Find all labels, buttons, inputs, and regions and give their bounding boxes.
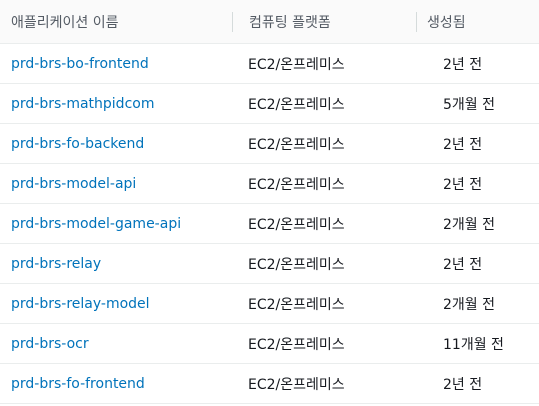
- created-cell: 2개월 전: [443, 296, 495, 313]
- created-cell: 2년 전: [443, 176, 483, 193]
- column-header-created-label: 생성됨: [427, 14, 466, 31]
- created-cell: 2개월 전: [443, 216, 495, 233]
- app-name-cell: prd-brs-model-api: [0, 176, 233, 192]
- app-name-cell: prd-brs-mathpidcom: [0, 96, 233, 112]
- created-cell: 2년 전: [443, 136, 483, 153]
- app-name-link[interactable]: prd-brs-ocr: [11, 335, 89, 352]
- column-header-app-name-label: 애플리케이션 이름: [11, 14, 119, 31]
- created-cell: 5개월 전: [443, 96, 495, 113]
- column-header-platform[interactable]: 컴퓨팅 플랫폼: [233, 0, 417, 44]
- app-name-link[interactable]: prd-brs-relay-model: [11, 295, 150, 312]
- table-row: prd-brs-ocr EC2/온프레미스 11개월 전: [0, 324, 539, 364]
- app-name-cell: prd-brs-relay: [0, 256, 233, 272]
- table-header-row: 애플리케이션 이름 컴퓨팅 플랫폼 생성됨: [0, 0, 539, 44]
- platform-cell: EC2/온프레미스: [248, 176, 345, 193]
- created-cell: 2년 전: [443, 256, 483, 273]
- app-name-cell: prd-brs-relay-model: [0, 296, 233, 312]
- table-row: prd-brs-relay EC2/온프레미스 2년 전: [0, 244, 539, 284]
- platform-cell: EC2/온프레미스: [248, 216, 345, 233]
- app-name-link[interactable]: prd-brs-mathpidcom: [11, 95, 155, 112]
- app-name-link[interactable]: prd-brs-bo-frontend: [11, 55, 149, 72]
- app-name-cell: prd-brs-model-game-api: [0, 216, 233, 232]
- platform-cell: EC2/온프레미스: [248, 136, 345, 153]
- app-name-link[interactable]: prd-brs-model-game-api: [11, 215, 182, 232]
- table-row: prd-brs-model-game-api EC2/온프레미스 2개월 전: [0, 204, 539, 244]
- table-row: prd-brs-mathpidcom EC2/온프레미스 5개월 전: [0, 84, 539, 124]
- platform-cell: EC2/온프레미스: [248, 96, 345, 113]
- app-name-cell: prd-brs-fo-frontend: [0, 376, 233, 392]
- table-row: prd-brs-fo-backend EC2/온프레미스 2년 전: [0, 124, 539, 164]
- platform-cell: EC2/온프레미스: [248, 296, 345, 313]
- platform-cell: EC2/온프레미스: [248, 56, 345, 73]
- table-row: prd-brs-model-api EC2/온프레미스 2년 전: [0, 164, 539, 204]
- created-cell: 11개월 전: [443, 336, 504, 353]
- column-header-platform-label: 컴퓨팅 플랫폼: [249, 14, 331, 31]
- column-header-app-name[interactable]: 애플리케이션 이름: [0, 0, 233, 44]
- platform-cell: EC2/온프레미스: [248, 376, 345, 393]
- app-name-link[interactable]: prd-brs-fo-backend: [11, 135, 145, 152]
- platform-cell: EC2/온프레미스: [248, 336, 345, 353]
- table-row: prd-brs-fo-frontend EC2/온프레미스 2년 전: [0, 364, 539, 404]
- platform-cell: EC2/온프레미스: [248, 256, 345, 273]
- created-cell: 2년 전: [443, 376, 483, 393]
- app-name-cell: prd-brs-bo-frontend: [0, 56, 233, 72]
- app-name-cell: prd-brs-ocr: [0, 336, 233, 352]
- column-header-created[interactable]: 생성됨: [417, 0, 539, 44]
- table-row: prd-brs-bo-frontend EC2/온프레미스 2년 전: [0, 44, 539, 84]
- table-body: prd-brs-bo-frontend EC2/온프레미스 2년 전 prd-b…: [0, 44, 539, 404]
- app-name-link[interactable]: prd-brs-relay: [11, 255, 102, 272]
- app-name-cell: prd-brs-fo-backend: [0, 136, 233, 152]
- app-name-link[interactable]: prd-brs-fo-frontend: [11, 375, 145, 392]
- app-name-link[interactable]: prd-brs-model-api: [11, 175, 137, 192]
- table-row: prd-brs-relay-model EC2/온프레미스 2개월 전: [0, 284, 539, 324]
- created-cell: 2년 전: [443, 56, 483, 73]
